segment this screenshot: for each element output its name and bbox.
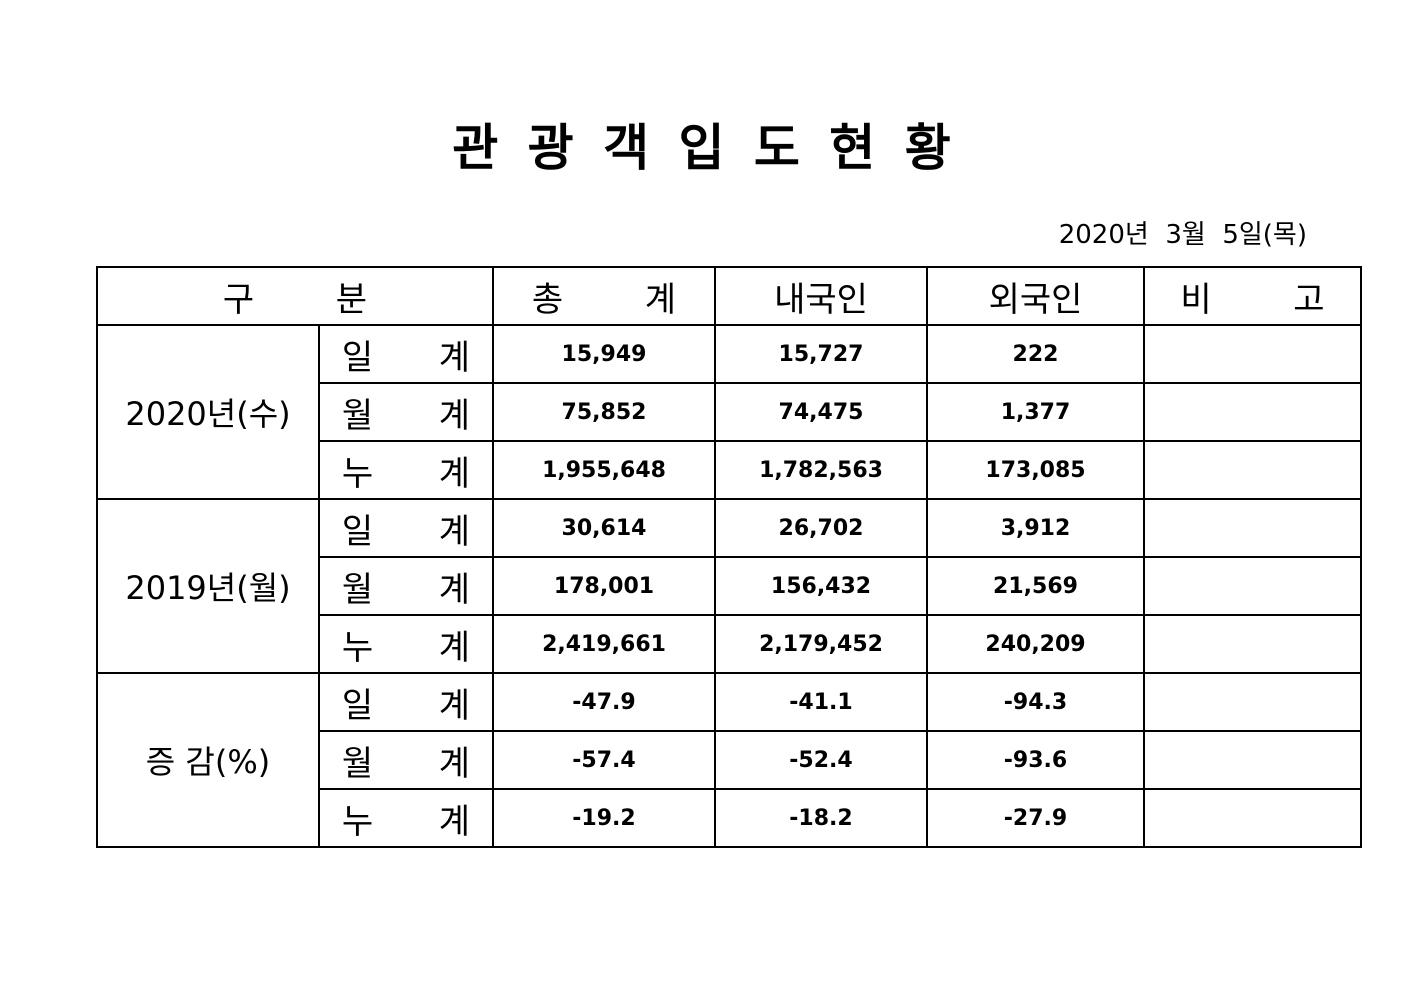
row-label: 월 계 (318, 730, 494, 790)
remark-cell (1143, 730, 1362, 790)
value-cell: -41.1 (714, 672, 928, 732)
remark-cell (1143, 614, 1362, 674)
value-cell: 75,852 (492, 382, 716, 442)
value-cell: 30,614 (492, 498, 716, 558)
value-cell: 26,702 (714, 498, 928, 558)
column-header: 구 분 (96, 266, 494, 326)
column-header: 총 계 (492, 266, 716, 326)
group-label: 2020년(수) (96, 324, 320, 500)
value-cell: 240,209 (926, 614, 1145, 674)
remark-cell (1143, 382, 1362, 442)
remark-cell (1143, 324, 1362, 384)
row-label: 누 계 (318, 788, 494, 848)
data-row: 2020년(수) 일 계 15,949 15,727 222 (96, 324, 1362, 500)
column-header: 비 고 (1143, 266, 1362, 326)
value-cell: 2,179,452 (714, 614, 928, 674)
value-cell: -57.4 (492, 730, 716, 790)
data-row: 누 계 -19.2 -18.2 -27.9 (97, 788, 1362, 848)
value-cell: 3,912 (926, 498, 1145, 558)
value-cell: 21,569 (926, 556, 1145, 616)
row-label: 일 계 (318, 672, 494, 732)
group-label: 증 감(%) (96, 672, 320, 848)
value-cell: 15,949 (492, 324, 716, 384)
value-cell: 178,001 (492, 556, 716, 616)
value-cell: 1,782,563 (714, 440, 928, 500)
row-label: 일 계 (318, 498, 494, 558)
row-label: 일 계 (318, 324, 494, 384)
remark-cell (1143, 672, 1362, 732)
value-cell: 222 (926, 324, 1145, 384)
data-row: 증 감(%) 일 계 -47.9 -41.1 -94.3 (96, 672, 1362, 848)
title: 관 광 객 입 도 현 황 (452, 119, 951, 177)
value-cell: -47.9 (492, 672, 716, 732)
remark-cell (1143, 788, 1362, 848)
data-row: 월 계 178,001 156,432 21,569 (97, 556, 1362, 616)
value-cell: -94.3 (926, 672, 1145, 732)
value-cell: -52.4 (714, 730, 928, 790)
value-cell: -19.2 (492, 788, 716, 848)
value-cell: 15,727 (714, 324, 928, 384)
remark-cell (1143, 498, 1362, 558)
data-row: 월 계 75,852 74,475 1,377 (97, 382, 1362, 442)
data-row: 월 계 -57.4 -52.4 -93.6 (97, 730, 1362, 790)
column-header: 내국인 (714, 266, 928, 326)
remark-cell (1143, 440, 1362, 500)
value-cell: -27.9 (926, 788, 1145, 848)
value-cell: 1,955,648 (492, 440, 716, 500)
remark-cell (1143, 556, 1362, 616)
value-cell: 156,432 (714, 556, 928, 616)
data-row: 누 계 2,419,661 2,179,452 240,209 (97, 614, 1362, 674)
value-cell: 173,085 (926, 440, 1145, 500)
row-label: 월 계 (318, 382, 494, 442)
data-row: 2019년(월) 일 계 30,614 26,702 3,912 (96, 498, 1362, 674)
value-cell: 74,475 (714, 382, 928, 442)
data-row: 누 계 1,955,648 1,782,563 173,085 (97, 440, 1362, 500)
column-header: 외국인 (926, 266, 1145, 326)
value-cell: -93.6 (926, 730, 1145, 790)
row-label: 월 계 (318, 556, 494, 616)
value-cell: 2,419,661 (492, 614, 716, 674)
value-cell: -18.2 (714, 788, 928, 848)
value-cell: 1,377 (926, 382, 1145, 442)
row-label: 누 계 (318, 440, 494, 500)
date: 2020년 3월 5일(목) (1058, 220, 1307, 250)
row-label: 누 계 (318, 614, 494, 674)
group-label: 2019년(월) (96, 498, 320, 674)
